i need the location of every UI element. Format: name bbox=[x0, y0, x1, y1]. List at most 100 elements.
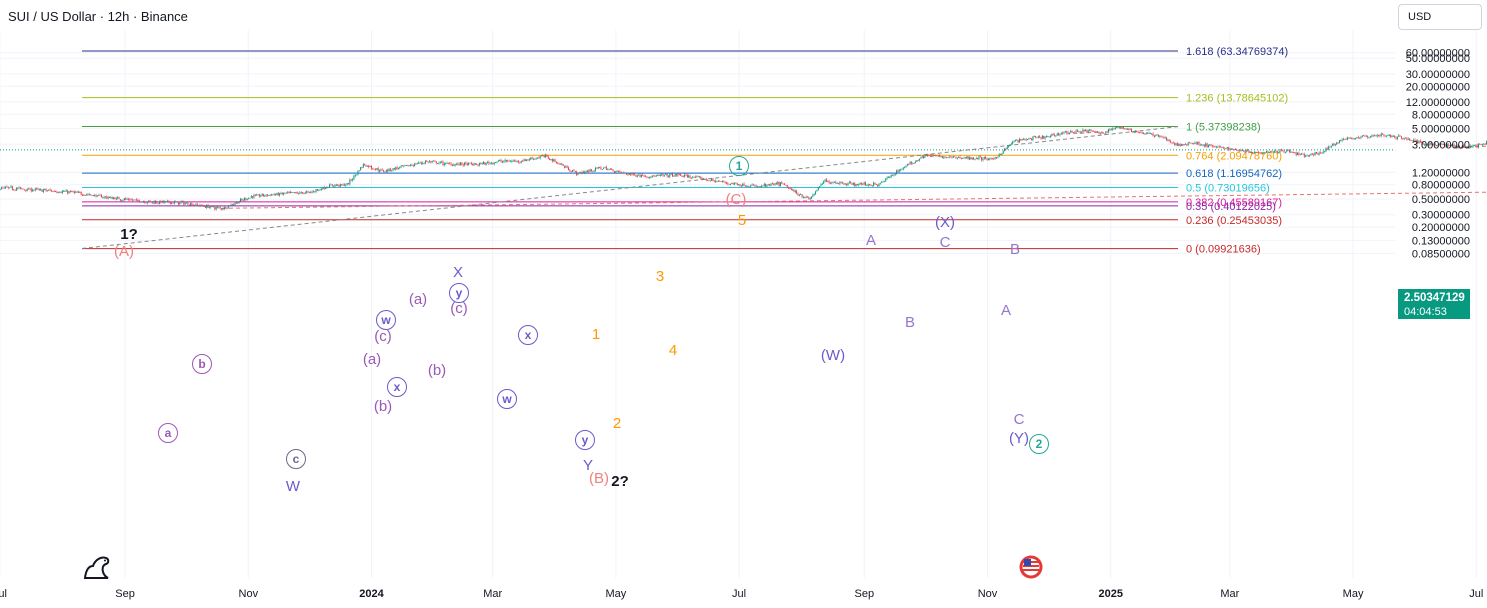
candle-body bbox=[977, 158, 979, 160]
wave-label: (Y) bbox=[1009, 430, 1029, 447]
candle-body bbox=[1348, 137, 1350, 139]
wave-label: 2? bbox=[611, 473, 629, 490]
candle-body bbox=[53, 191, 55, 193]
candle-body bbox=[535, 158, 537, 160]
candle-body bbox=[1105, 131, 1107, 134]
candle-body bbox=[1456, 145, 1458, 148]
candle-body bbox=[1394, 135, 1396, 138]
candle-body bbox=[1049, 135, 1051, 137]
candle-body bbox=[1124, 128, 1126, 130]
candle-body bbox=[457, 163, 459, 165]
candle-body bbox=[393, 168, 395, 170]
candle-body bbox=[339, 184, 341, 187]
candle-body bbox=[1016, 139, 1018, 141]
candle-body bbox=[1311, 153, 1313, 155]
wave-circle bbox=[158, 423, 178, 443]
candle-body bbox=[719, 180, 721, 182]
candle-body bbox=[1483, 143, 1485, 145]
candle-body bbox=[276, 193, 278, 196]
candle-body bbox=[1249, 151, 1251, 153]
candle-body bbox=[739, 184, 741, 186]
candle-body bbox=[1170, 141, 1172, 143]
wave-label: 2 bbox=[1036, 437, 1043, 451]
candle-body bbox=[1213, 146, 1215, 147]
candle-body bbox=[223, 207, 225, 209]
candle-body bbox=[122, 200, 124, 202]
candle-body bbox=[1386, 135, 1388, 137]
candle-body bbox=[1133, 131, 1135, 133]
candle-body bbox=[158, 201, 160, 204]
candle-body bbox=[889, 177, 891, 178]
candle-body bbox=[1148, 132, 1150, 134]
candle-body bbox=[450, 163, 452, 166]
candle-body bbox=[2, 187, 4, 189]
candle-body bbox=[1211, 145, 1213, 147]
candle-body bbox=[716, 181, 718, 183]
candle-body bbox=[595, 168, 597, 171]
candle-body bbox=[477, 164, 479, 166]
candle-body bbox=[283, 192, 285, 195]
candle-body bbox=[757, 186, 759, 188]
candle-body bbox=[114, 197, 116, 200]
candle-body bbox=[848, 182, 850, 184]
candle-body bbox=[519, 162, 521, 164]
candle-body bbox=[1434, 143, 1436, 146]
candle-body bbox=[257, 194, 259, 196]
candle-body bbox=[1346, 137, 1348, 140]
candle-body bbox=[578, 172, 580, 174]
candle-body bbox=[1484, 143, 1486, 145]
candle-body bbox=[1453, 144, 1455, 147]
candle-body bbox=[1228, 147, 1230, 150]
candle-body bbox=[1410, 140, 1412, 141]
candle-body bbox=[505, 159, 507, 162]
candle-body bbox=[142, 201, 144, 203]
candle-body bbox=[1301, 153, 1303, 155]
candle-body bbox=[704, 178, 706, 180]
candle-body bbox=[1245, 150, 1247, 152]
fib-label: 0.35 (0.40122025) bbox=[1186, 201, 1276, 213]
candle-body bbox=[249, 197, 251, 199]
support-trendline bbox=[81, 126, 1179, 249]
candle-body bbox=[87, 194, 89, 196]
x-tick-label: 2025 bbox=[1098, 588, 1122, 600]
candle-body bbox=[231, 204, 233, 206]
candle-body bbox=[196, 204, 198, 206]
candle-body bbox=[446, 163, 448, 164]
y-tick-label: 20.00000000 bbox=[1406, 81, 1470, 93]
candle-body bbox=[208, 207, 210, 209]
candle-body bbox=[36, 188, 38, 190]
candle-body bbox=[761, 185, 763, 187]
candle-body bbox=[207, 205, 209, 208]
candle-body bbox=[1017, 139, 1019, 143]
time-axis[interactable]: Jul Sep Nov 2024 Mar May Jul Sep Nov 2025 Mar May Ju… bbox=[0, 588, 1487, 600]
candle-body bbox=[329, 184, 331, 188]
candle-body bbox=[1009, 144, 1011, 147]
candle-body bbox=[511, 161, 513, 162]
candle-body bbox=[69, 191, 71, 193]
candle-body bbox=[322, 187, 324, 190]
currency-button[interactable]: USD bbox=[1398, 4, 1482, 30]
candle-body bbox=[214, 207, 216, 210]
candle-body bbox=[626, 172, 628, 175]
candle-body bbox=[379, 170, 381, 172]
candle-body bbox=[532, 158, 534, 160]
tradingview-logo-icon[interactable] bbox=[82, 552, 112, 582]
us-flag-event-icon[interactable] bbox=[1018, 555, 1044, 579]
candle-body bbox=[1476, 144, 1478, 148]
candle-body bbox=[91, 195, 93, 196]
symbol-title[interactable]: SUI / US Dollar · 12h · Binance bbox=[8, 9, 188, 24]
candle-body bbox=[1032, 136, 1034, 141]
candle-body bbox=[1193, 143, 1195, 144]
candle-body bbox=[1041, 135, 1043, 139]
candle-body bbox=[727, 182, 729, 184]
candle-body bbox=[388, 168, 390, 172]
candle-body bbox=[1171, 142, 1173, 144]
candle-body bbox=[1359, 137, 1361, 139]
candle-body bbox=[1031, 138, 1033, 141]
candle-body bbox=[374, 169, 376, 170]
candle-body bbox=[22, 188, 24, 190]
candle-body bbox=[928, 154, 930, 156]
candle-body bbox=[411, 164, 413, 166]
